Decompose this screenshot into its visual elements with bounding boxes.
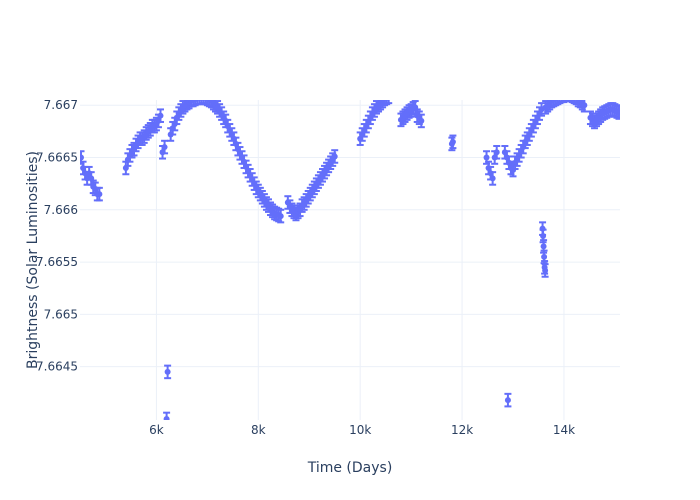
data-point — [92, 185, 99, 192]
data-point — [559, 93, 565, 99]
x-tick-label: 8k — [251, 423, 266, 437]
data-point — [571, 94, 577, 100]
data-point — [222, 117, 229, 124]
data-point — [485, 164, 492, 171]
data-point — [503, 154, 510, 161]
data-point — [200, 94, 206, 100]
data-point — [491, 154, 498, 161]
data-point — [331, 153, 338, 160]
x-axis-ticks: 6k 8k 10k 12k 14k — [149, 423, 575, 437]
data-point — [86, 170, 93, 177]
data-point — [501, 149, 508, 156]
data-point — [493, 149, 500, 156]
data-point — [569, 93, 575, 99]
data-point — [192, 100, 198, 102]
data-point — [561, 93, 567, 99]
x-tick-label: 10k — [349, 423, 371, 437]
y-tick-label: 7.6645 — [36, 360, 78, 374]
data-point — [241, 158, 248, 165]
data-point — [483, 154, 490, 161]
data-point — [510, 167, 517, 174]
x-axis-title: Time (Days) — [307, 460, 393, 476]
data-point — [230, 135, 237, 142]
data-point — [386, 94, 392, 100]
data-point — [563, 92, 569, 98]
y-tick-label: 7.667 — [44, 98, 78, 112]
data-point — [412, 104, 419, 111]
data-point — [277, 213, 284, 220]
data-point — [539, 225, 546, 232]
data-point — [384, 100, 389, 101]
data-point — [161, 144, 168, 151]
grid-lines — [80, 100, 620, 420]
x-tick-label: 12k — [451, 423, 473, 437]
data-point — [418, 117, 425, 124]
data-point — [157, 112, 164, 119]
error-bars — [80, 100, 620, 420]
data-point — [163, 415, 170, 420]
y-axis-title: Brightness (Solar Luminosities) — [25, 151, 41, 369]
data-point — [96, 191, 103, 198]
data-point — [615, 109, 620, 116]
data-point — [164, 368, 171, 375]
data-point — [199, 100, 204, 101]
y-tick-label: 7.666 — [44, 203, 78, 217]
data-point — [449, 138, 456, 145]
data-point — [520, 144, 527, 151]
data-points — [80, 92, 620, 420]
data-point — [167, 131, 174, 138]
y-axis-ticks: 7.6645 7.665 7.6655 7.666 7.6665 7.667 — [36, 98, 78, 373]
data-point — [489, 175, 496, 182]
x-tick-label: 6k — [149, 423, 164, 437]
data-point — [567, 92, 573, 98]
y-tick-label: 7.6665 — [36, 151, 78, 165]
data-point — [581, 102, 588, 109]
data-point — [155, 117, 162, 124]
data-point — [557, 94, 563, 100]
data-point — [381, 100, 388, 102]
y-tick-label: 7.665 — [44, 307, 78, 321]
data-point — [159, 149, 166, 156]
data-point — [505, 159, 512, 166]
data-point — [542, 267, 549, 274]
data-point — [565, 92, 571, 98]
data-point — [487, 170, 494, 177]
data-point — [540, 243, 547, 250]
y-tick-label: 7.6655 — [36, 255, 78, 269]
data-point — [122, 164, 129, 171]
data-point — [555, 100, 560, 101]
data-point — [232, 140, 239, 147]
data-point — [80, 154, 85, 161]
data-point — [80, 164, 87, 171]
data-point — [171, 121, 178, 128]
data-point — [88, 175, 95, 182]
data-point — [504, 397, 511, 404]
x-tick-label: 14k — [553, 423, 575, 437]
data-point — [541, 253, 548, 260]
data-point — [540, 232, 547, 239]
data-point — [553, 100, 559, 102]
